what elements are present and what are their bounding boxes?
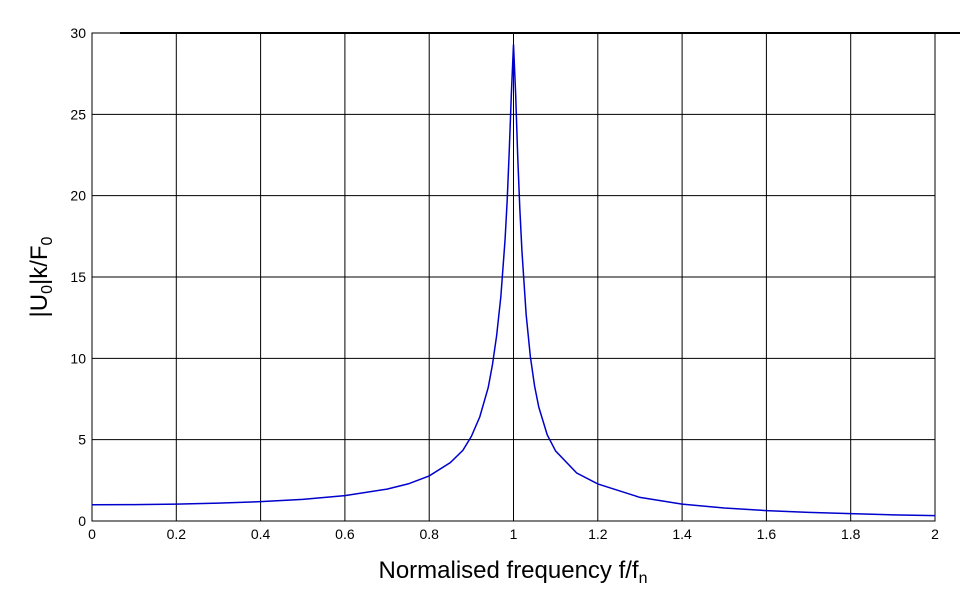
x-axis-title: Normalised frequency f/fn (378, 557, 647, 587)
grid (91, 32, 936, 522)
y-tick-label: 20 (70, 188, 86, 204)
x-tick-label: 1.6 (757, 526, 777, 542)
y-tick-label: 25 (70, 106, 86, 122)
x-tick-label: 0.8 (419, 526, 439, 542)
x-axis-title-subscript: n (639, 570, 648, 587)
x-tick-label: 2 (931, 526, 939, 542)
x-tick-label: 1.2 (588, 526, 608, 542)
y-axis-title: |U0|k/F0 (26, 236, 56, 317)
plot-frame (91, 32, 936, 522)
series-line (91, 44, 936, 517)
y-tick-label: 5 (78, 432, 86, 448)
x-axis-title-main: Normalised frequency f/f (378, 557, 638, 584)
y-axis-title-part1: |U (26, 294, 53, 318)
x-tick-label: 1.4 (672, 526, 692, 542)
x-tick-label: 0.6 (335, 526, 355, 542)
y-tick-label: 10 (70, 350, 86, 366)
x-tick-labels: 0 0.2 0.4 0.6 0.8 1 1.2 1.4 1.6 1.8 2 (88, 526, 939, 542)
x-tick-label: 0.2 (167, 526, 187, 542)
x-tick-label: 0.4 (251, 526, 271, 542)
y-axis-title-subscript2: 0 (39, 236, 56, 245)
y-tick-labels: 0 5 10 15 20 25 30 (70, 25, 86, 529)
y-tick-label: 0 (78, 513, 86, 529)
y-tick-label: 30 (70, 25, 86, 41)
x-tick-label: 0 (88, 526, 96, 542)
y-tick-label: 15 (70, 269, 86, 285)
y-axis-title-subscript1: 0 (39, 285, 56, 294)
x-tick-label: 1.8 (841, 526, 861, 542)
y-axis-title-part2: |k/F (26, 245, 53, 285)
x-tick-label: 1 (510, 526, 518, 542)
